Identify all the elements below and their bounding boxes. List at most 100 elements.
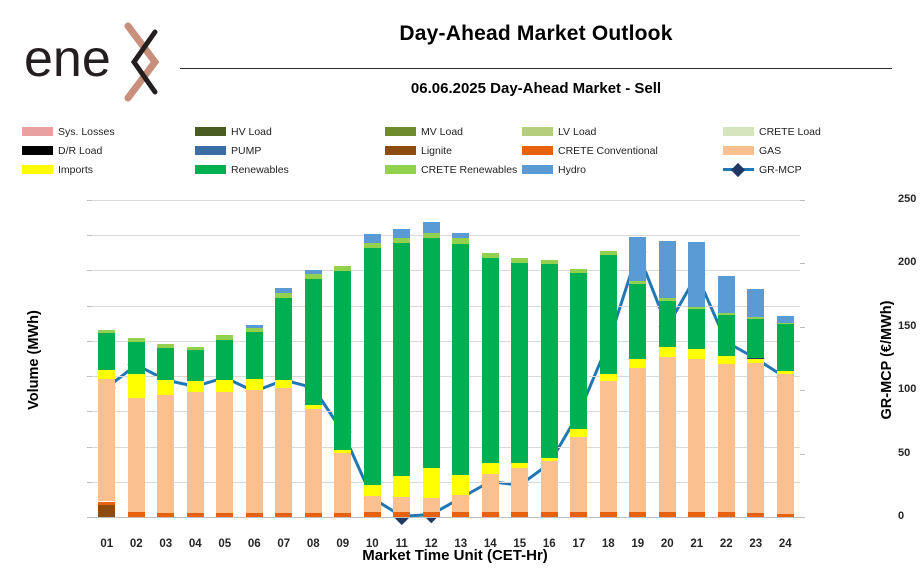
bar-segment-crete-renewables: [422, 232, 440, 239]
bar-segment-gas: [688, 359, 706, 512]
legend-item-sys-losses[interactable]: Sys. Losses: [22, 122, 115, 141]
y-axis-title-right: GR-MCP (€/MWh): [879, 300, 895, 420]
y-axis-tick-right: 250: [898, 193, 917, 205]
bar-stack[interactable]: [747, 200, 765, 517]
bar-stack[interactable]: [98, 200, 116, 517]
bar-segment-imports: [629, 359, 647, 369]
bar-segment-crete-renewables: [186, 346, 204, 351]
bar-stack[interactable]: [304, 200, 322, 517]
y-axis-title-left: Volume (MWh): [26, 310, 42, 410]
bar-stack[interactable]: [422, 200, 440, 517]
x-axis-tick: 07: [277, 538, 291, 550]
legend-swatch-icon: [385, 127, 416, 136]
gridline: [92, 517, 800, 518]
bar-segment-crete-conventional: [717, 512, 735, 517]
bar-segment-gas: [98, 378, 116, 502]
bar-segment-gas: [599, 381, 617, 513]
bar-stack[interactable]: [570, 200, 588, 517]
bar-segment-gas: [216, 391, 234, 513]
gridline: [92, 447, 800, 448]
legend-swatch-icon: [22, 146, 53, 155]
legend-item-renewables[interactable]: Renewables: [195, 160, 289, 179]
bar-stack[interactable]: [186, 200, 204, 517]
bar-segment-gas: [422, 498, 440, 512]
bar-segment-crete-conventional: [98, 501, 116, 506]
bar-segment-imports: [216, 379, 234, 392]
bar-segment-imports: [747, 358, 765, 364]
bar-segment-hydro: [452, 232, 470, 239]
bar-stack[interactable]: [334, 200, 352, 517]
legend-item-hydro[interactable]: Hydro: [522, 160, 586, 179]
bar-stack[interactable]: [776, 200, 794, 517]
bar-segment-renewables: [334, 270, 352, 451]
bar-segment-imports: [157, 380, 175, 396]
legend-item-crete-load[interactable]: CRETE Load: [723, 122, 821, 141]
y-axis-tickmark-left: [87, 447, 92, 448]
legend-item-pump[interactable]: PUMP: [195, 141, 261, 160]
legend-label: Hydro: [558, 163, 587, 176]
bar-stack[interactable]: [717, 200, 735, 517]
bar-segment-renewables: [717, 314, 735, 357]
legend-item-crete-conventional[interactable]: CRETE Conventional: [522, 141, 658, 160]
bar-segment-crete-renewables: [393, 238, 411, 243]
legend-item-crete-renewables[interactable]: CRETE Renewables: [385, 160, 517, 179]
bar-segment-imports: [334, 450, 352, 454]
x-axis-tick: 24: [778, 538, 792, 550]
legend-item-mv-load[interactable]: MV Load: [385, 122, 463, 141]
bar-stack[interactable]: [599, 200, 617, 517]
bar-segment-crete-conventional: [245, 512, 263, 517]
bar-segment-renewables: [393, 242, 411, 477]
y-axis-tickmark-right: [800, 390, 805, 391]
bar-stack[interactable]: [275, 200, 293, 517]
bar-stack[interactable]: [363, 200, 381, 517]
bar-segment-gas: [452, 494, 470, 512]
bar-segment-renewables: [186, 350, 204, 381]
bar-segment-crete-renewables: [570, 269, 588, 273]
legend-item-hv-load[interactable]: HV Load: [195, 122, 272, 141]
bar-segment-gas: [186, 391, 204, 513]
bar-stack[interactable]: [245, 200, 263, 517]
bar-stack[interactable]: [540, 200, 558, 517]
bar-stack[interactable]: [127, 200, 145, 517]
bar-segment-crete-renewables: [245, 327, 263, 333]
x-axis-tick: 20: [660, 538, 674, 550]
bar-stack[interactable]: [216, 200, 234, 517]
bar-segment-imports: [275, 380, 293, 389]
legend-item-lignite[interactable]: Lignite: [385, 141, 452, 160]
legend-item-lv-load[interactable]: LV Load: [522, 122, 596, 141]
bar-segment-renewables: [245, 332, 263, 379]
bar-stack[interactable]: [157, 200, 175, 517]
legend-item-imports[interactable]: Imports: [22, 160, 93, 179]
bar-segment-hydro: [245, 325, 263, 328]
gridline: [92, 200, 800, 201]
bar-segment-crete-renewables: [540, 259, 558, 265]
bar-segment-renewables: [511, 263, 529, 463]
x-axis-tick: 03: [159, 538, 173, 550]
x-axis-tick: 23: [749, 538, 763, 550]
bar-segment-crete-renewables: [747, 316, 765, 319]
y-axis-tickmark-left: [87, 376, 92, 377]
bar-stack[interactable]: [393, 200, 411, 517]
legend-item-gas[interactable]: GAS: [723, 141, 781, 160]
bar-stack[interactable]: [629, 200, 647, 517]
gr-mcp-polyline: [105, 250, 787, 518]
bar-stack[interactable]: [452, 200, 470, 517]
bar-segment-crete-conventional: [658, 511, 676, 517]
bar-segment-gas: [157, 395, 175, 513]
legend-item-d-r-load[interactable]: D/R Load: [22, 141, 102, 160]
legend-item-gr-mcp[interactable]: GR-MCP: [723, 160, 802, 179]
bar-segment-gas: [127, 398, 145, 513]
bar-segment-gas: [570, 436, 588, 513]
legend-swatch-icon: [723, 127, 754, 136]
bar-segment-crete-conventional: [157, 512, 175, 517]
bar-stack[interactable]: [481, 200, 499, 517]
bar-stack[interactable]: [658, 200, 676, 517]
legend-swatch-icon: [22, 165, 53, 174]
bar-segment-imports: [422, 468, 440, 499]
bar-stack[interactable]: [688, 200, 706, 517]
bar-segment-hydro: [393, 228, 411, 239]
bar-segment-crete-renewables: [717, 312, 735, 315]
bar-stack[interactable]: [511, 200, 529, 517]
y-axis-tickmark-left: [87, 411, 92, 412]
y-axis-tickmark-right: [800, 454, 805, 455]
